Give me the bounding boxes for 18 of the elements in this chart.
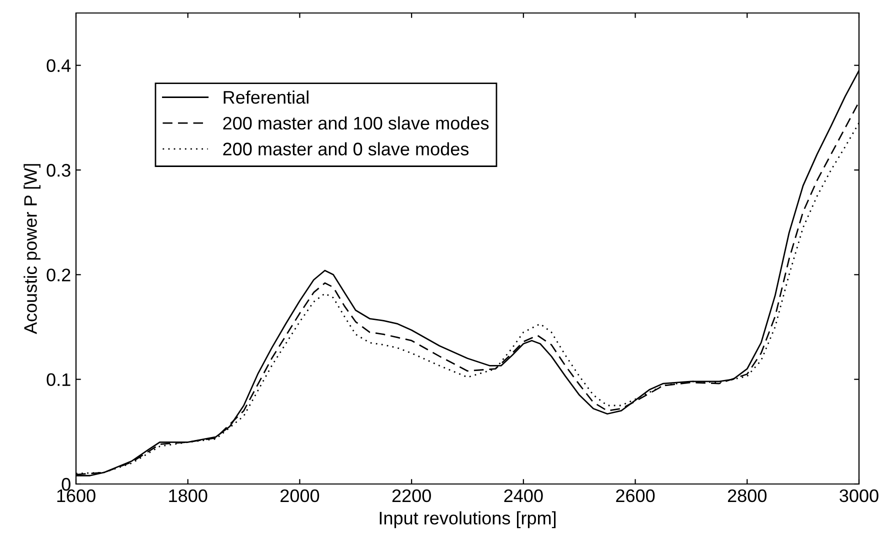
y-tick-label: 0.3: [46, 164, 70, 177]
y-tick-label: 0.4: [46, 59, 71, 72]
y-tick-label: 0.1: [46, 373, 70, 386]
x-axis-title: Input revolutions [rpm]: [380, 511, 556, 528]
y-tick-label: 0: [62, 478, 70, 491]
x-tick-label: 1600: [57, 489, 96, 502]
x-tick-label: 3000: [840, 489, 878, 502]
y-tick-label: 0.2: [46, 268, 70, 282]
x-tick-label: 1800: [169, 489, 208, 502]
x-tick-label: 2800: [728, 489, 767, 502]
x-tick-label: 2400: [504, 489, 543, 502]
legend-label: Referential: [224, 90, 308, 104]
x-tick-label: 2200: [392, 489, 431, 502]
x-tick-label: 2000: [280, 489, 320, 502]
legend-label: 200 master and 0 slave modes: [223, 142, 469, 156]
legend-label: 200 master and 100 slave modes: [223, 116, 489, 130]
y-axis-title: Acoustic power P [W]: [24, 164, 40, 334]
x-tick-label: 2600: [616, 489, 655, 502]
